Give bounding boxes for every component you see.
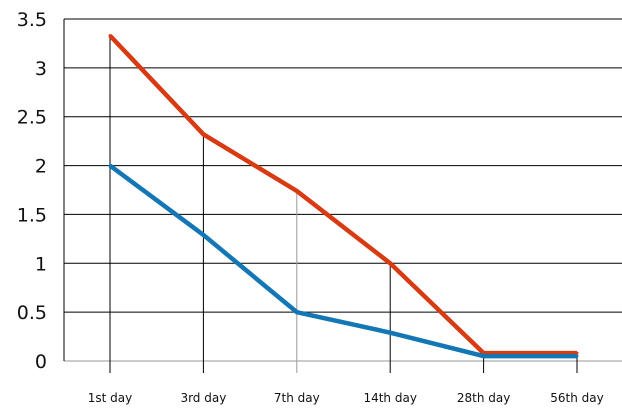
- series-line-1: [108, 34, 577, 356]
- data-point: [108, 164, 112, 168]
- x-tick-label: 7th day: [274, 391, 320, 405]
- data-point: [295, 310, 299, 314]
- x-axis-tick-labels: 1st day 3rd day 7th day 14th day 28th day 56t…: [88, 391, 604, 405]
- y-tick-label: 2: [35, 156, 47, 178]
- data-point: [295, 189, 299, 193]
- y-tick-label: 2.5: [17, 107, 47, 129]
- data-point: [388, 331, 392, 335]
- x-tick-label: 56th day: [550, 391, 603, 405]
- gridlines: [63, 18, 622, 362]
- y-tick-label: 3.5: [17, 9, 47, 31]
- series-line-2: [108, 163, 577, 359]
- x-tick-label: 1st day: [88, 391, 132, 405]
- y-tick-label: 3: [35, 58, 47, 80]
- category-drop-lines: [109, 35, 578, 373]
- x-tick-label: 3rd day: [180, 391, 226, 405]
- data-point: [201, 233, 205, 237]
- y-axis-tick-labels: 0 0.5 1 1.5 2 2.5 3 3.5: [17, 9, 47, 373]
- data-point: [575, 354, 579, 358]
- x-tick-label: 14th day: [363, 391, 416, 405]
- x-tick-label: 28th day: [457, 391, 510, 405]
- y-tick-label: 0: [35, 351, 47, 373]
- y-tick-label: 0.5: [17, 302, 47, 324]
- y-tick-label: 1.5: [17, 204, 47, 226]
- data-point: [388, 261, 392, 265]
- series-lines: [108, 34, 579, 359]
- data-point: [201, 132, 205, 136]
- data-point: [108, 34, 112, 38]
- y-tick-label: 1: [35, 253, 47, 275]
- data-point: [482, 354, 486, 358]
